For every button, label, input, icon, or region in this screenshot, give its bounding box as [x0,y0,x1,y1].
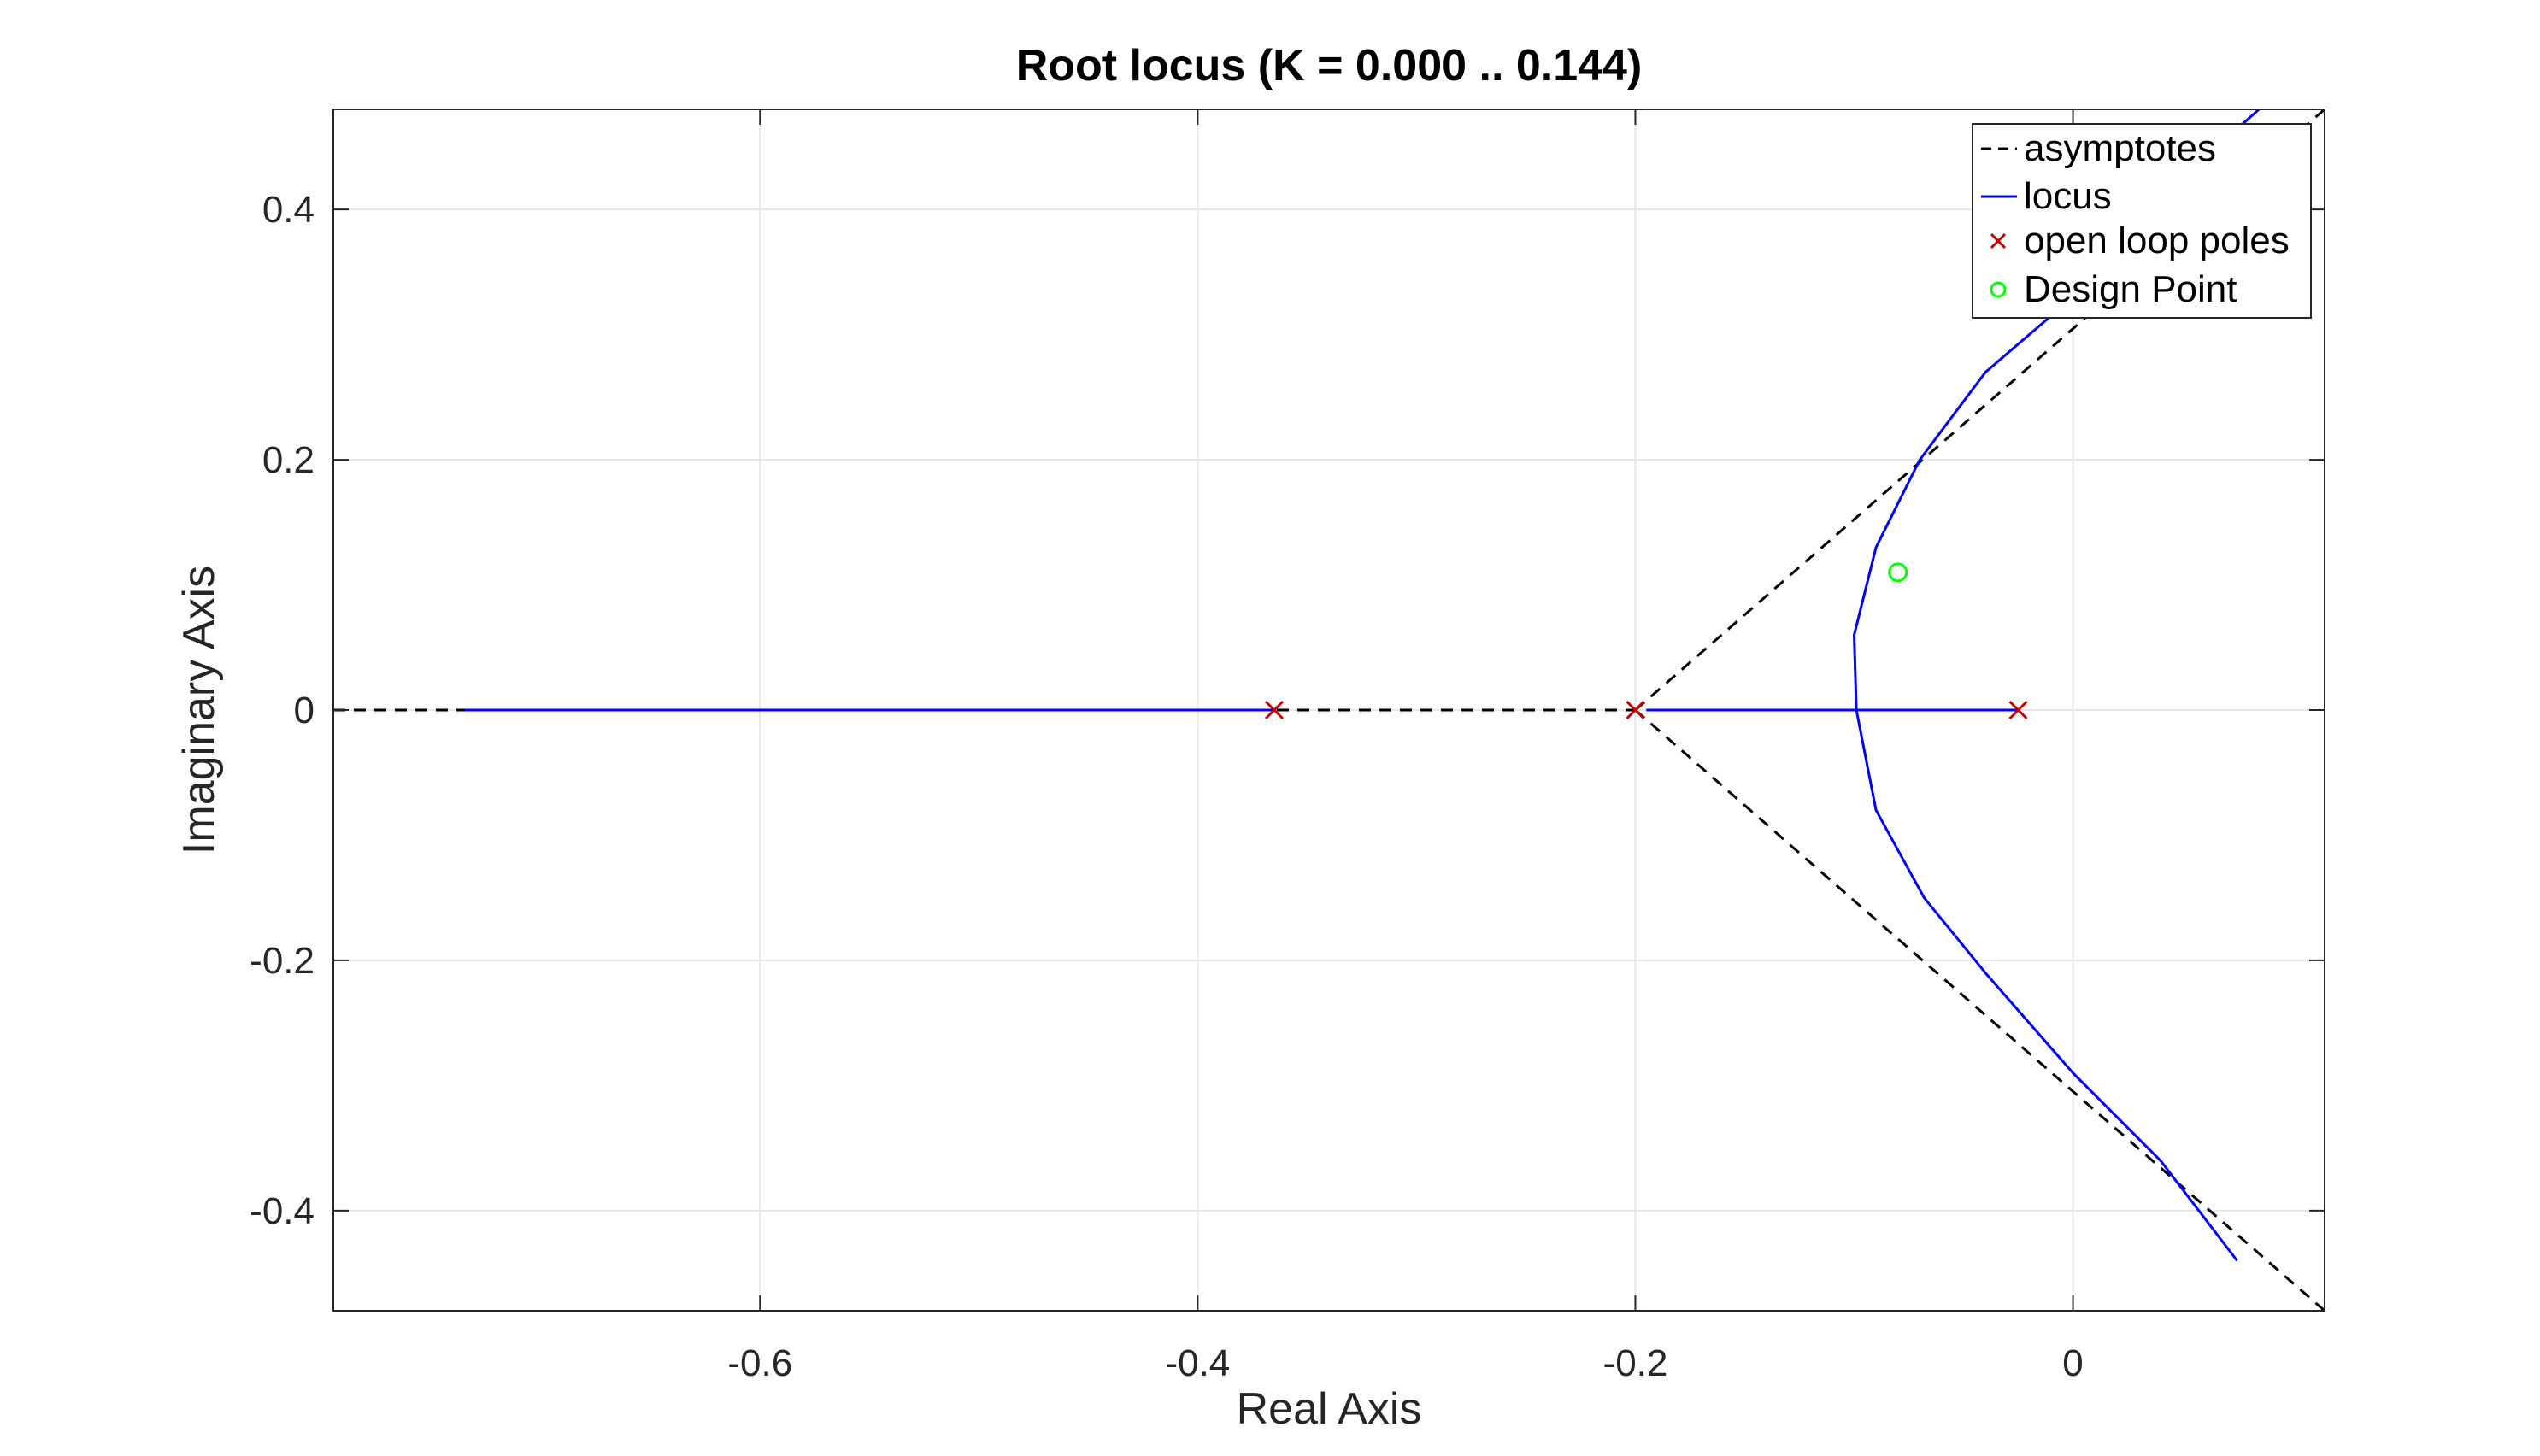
legend-asymptotes-label: asymptotes [2024,127,2216,169]
design-point-marker [1888,562,1908,583]
y-tick-label: 0.4 [262,189,315,231]
y-tick-label: 0.2 [262,439,315,481]
asymptotes-line [1634,708,2325,1311]
legend-box [1972,123,2312,319]
x-tick-label: 0 [2062,1342,2083,1384]
legend-open-loop-poles-label: open loop poles [2024,220,2290,261]
y-tick-label: -0.2 [250,940,315,982]
x-tick-label: -0.2 [1603,1342,1668,1384]
chart-title: Root locus (K = 0.000 .. 0.144) [1016,41,1643,91]
x-tick-label: -0.6 [727,1342,792,1384]
y-tick-label: 0 [294,690,315,731]
legend: asymptotes locus open loop poles Design … [1972,123,2312,319]
axis-ticks: -0.6 -0.4 -0.2 0 0.4 0.2 0 -0.2 -0.4 [250,109,2325,1384]
open-loop-poles-marker [1264,700,1285,720]
legend-open-loop-poles-marker [1990,232,2007,250]
legend-locus-label: locus [2024,175,2112,217]
x-axis-label: Real Axis [1237,1384,1422,1434]
open-loop-poles-marker [1626,700,1645,720]
y-tick-label: -0.4 [250,1190,315,1232]
y-axis-label: Imaginary Axis [174,566,224,854]
open-loop-poles-marker [2008,700,2028,720]
legend-design-point-label: Design Point [2024,268,2237,310]
x-tick-label: -0.4 [1165,1342,1230,1384]
legend-design-point-marker [1990,281,2007,298]
